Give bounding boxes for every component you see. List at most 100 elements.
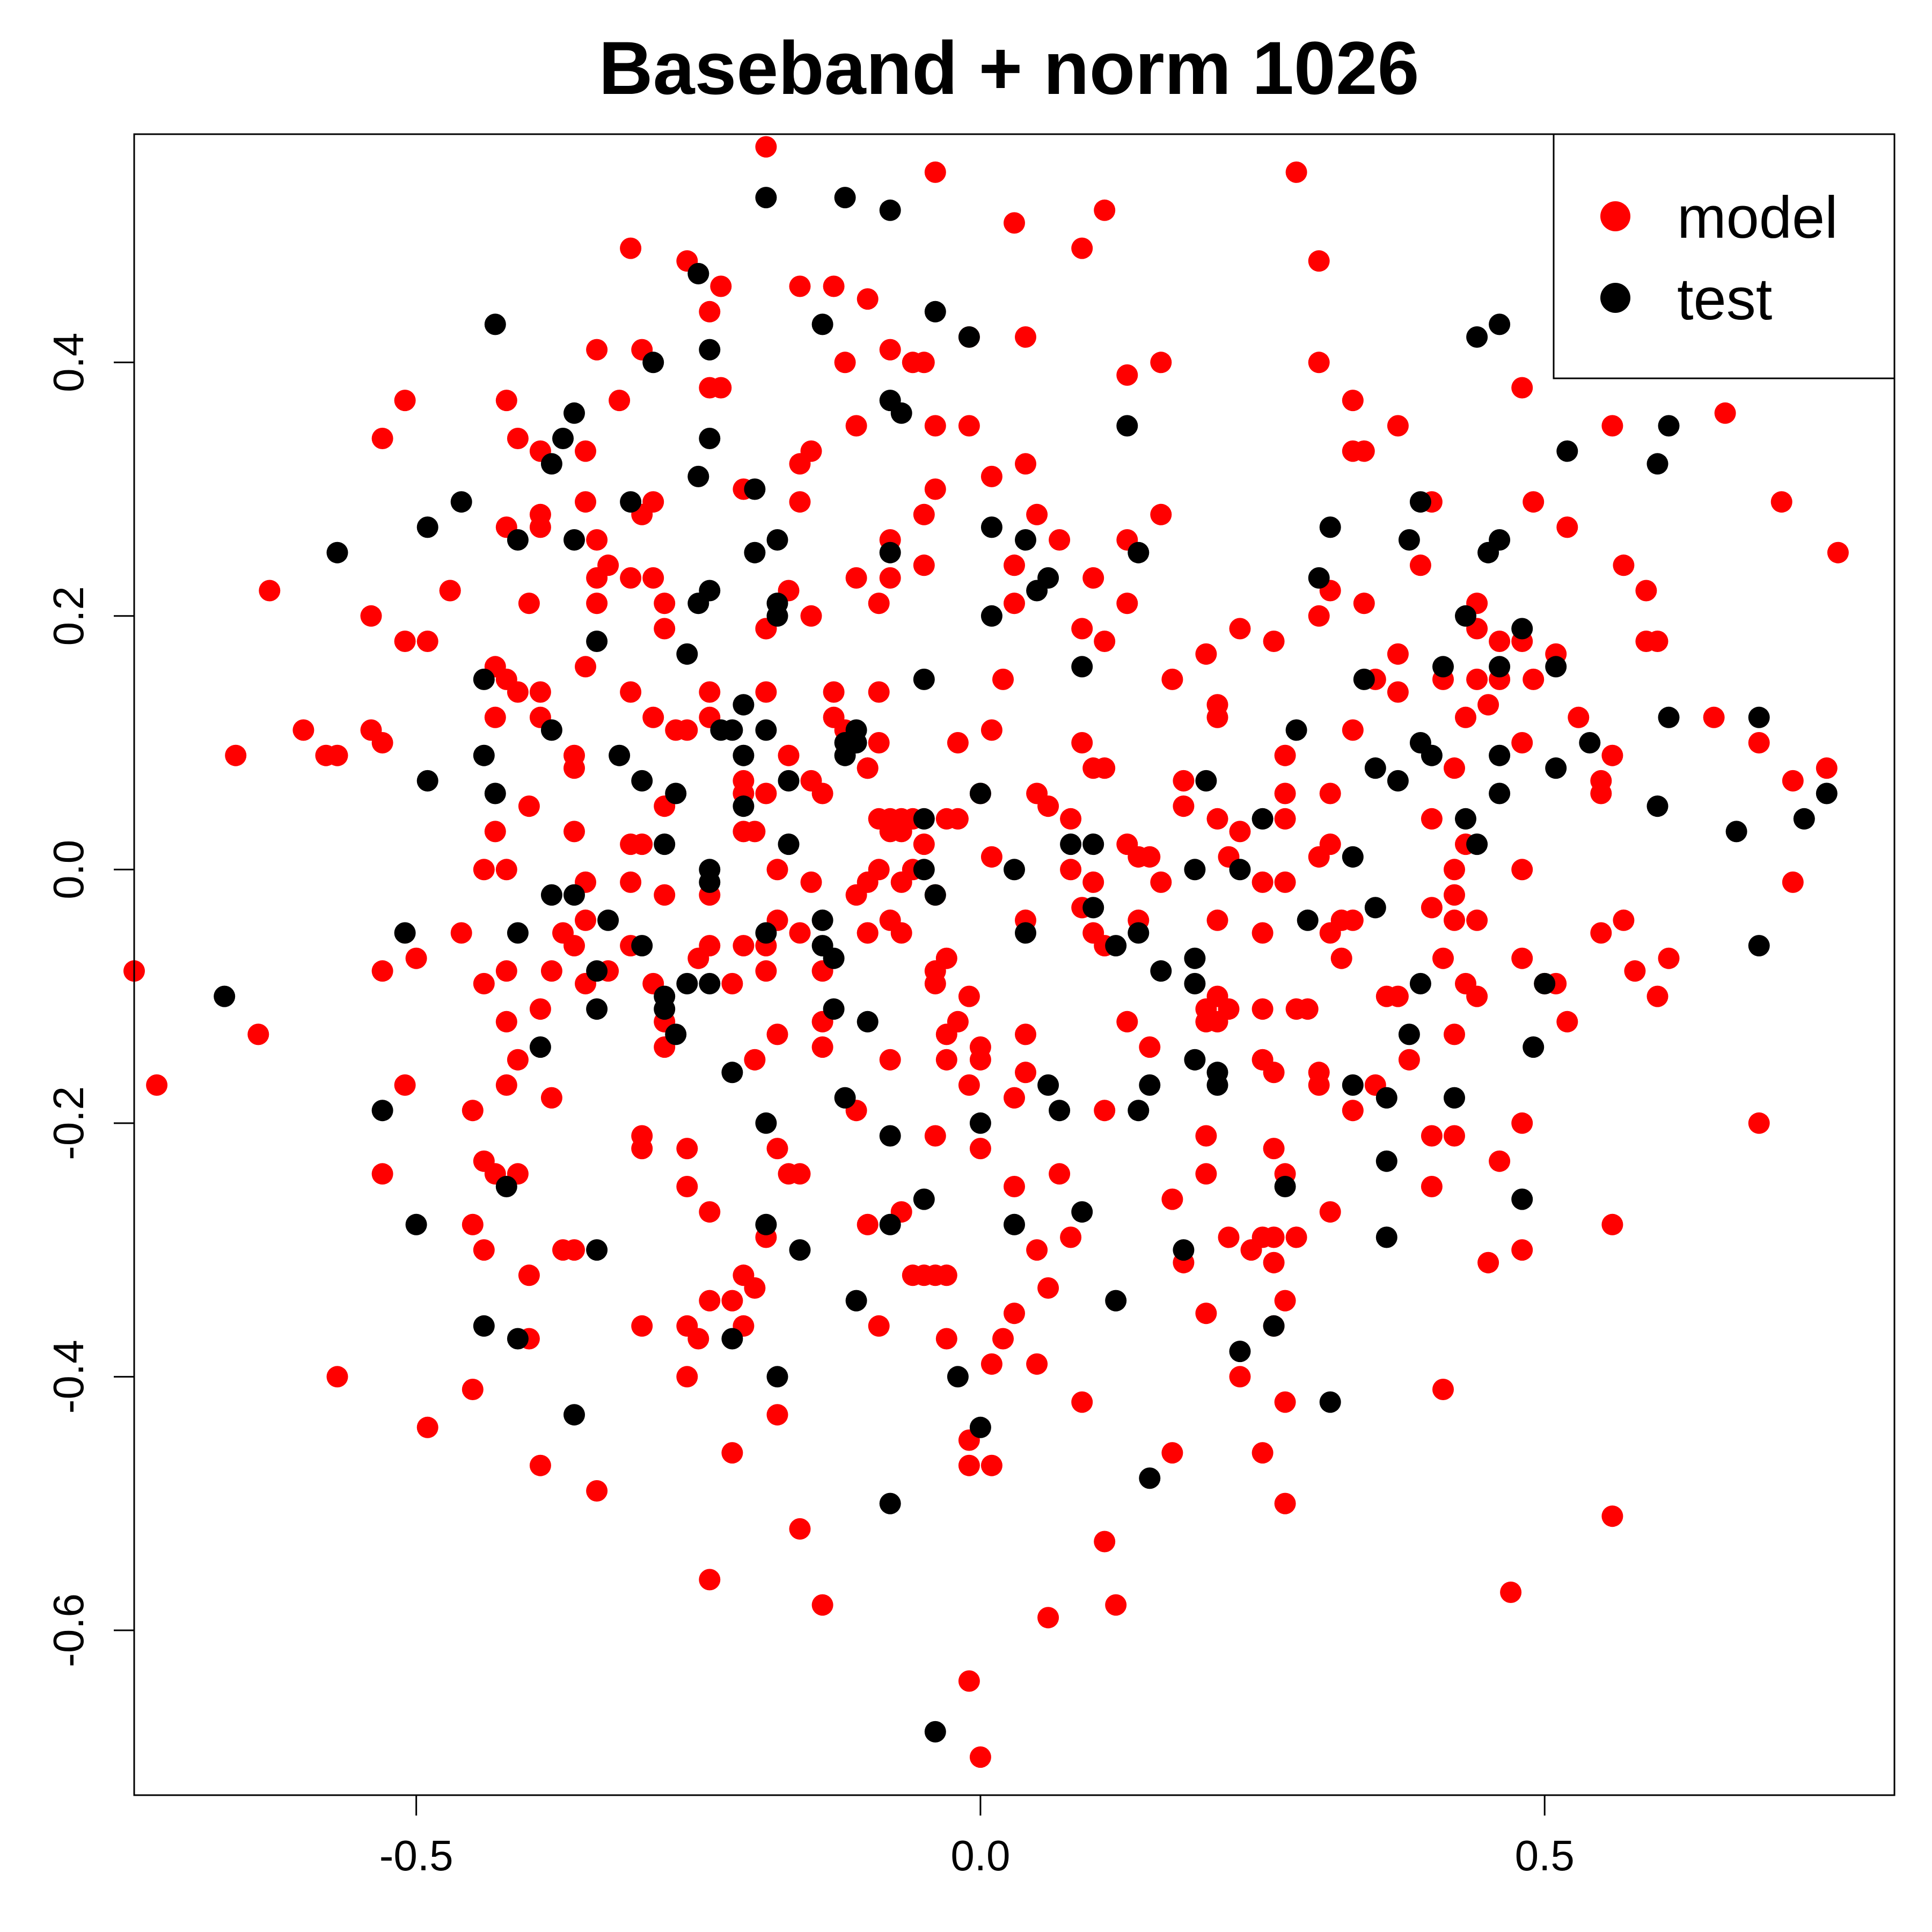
point-model xyxy=(913,503,935,525)
point-model xyxy=(609,390,631,412)
point-model xyxy=(766,1404,788,1426)
point-model xyxy=(146,1074,168,1096)
point-model xyxy=(1353,592,1375,614)
point-test xyxy=(1004,859,1025,881)
point-test xyxy=(699,339,721,361)
point-model xyxy=(1511,1239,1533,1261)
point-test xyxy=(778,770,800,792)
point-model xyxy=(890,871,912,893)
point-model xyxy=(766,859,788,881)
point-model xyxy=(1308,605,1330,627)
point-test xyxy=(1489,313,1511,335)
point-model xyxy=(654,592,676,614)
y-axis: -0.6 -0.4 -0.2 0.0 0.2 0.4 xyxy=(45,333,135,1667)
point-test xyxy=(1556,440,1578,462)
point-model xyxy=(1037,795,1059,817)
point-model xyxy=(1601,744,1623,766)
point-model xyxy=(1319,922,1341,944)
point-model xyxy=(676,1176,698,1197)
point-model xyxy=(721,1442,743,1464)
point-model xyxy=(1105,1594,1127,1616)
point-model xyxy=(1116,1011,1138,1033)
point-model xyxy=(575,656,596,678)
point-model xyxy=(699,301,721,323)
point-test xyxy=(654,998,676,1020)
point-model xyxy=(1703,706,1725,728)
point-model xyxy=(947,808,969,830)
point-test xyxy=(1206,1074,1228,1096)
point-model xyxy=(1026,1239,1048,1261)
point-model xyxy=(586,592,608,614)
point-model xyxy=(586,567,608,589)
point-model xyxy=(473,859,495,881)
point-model xyxy=(1082,757,1104,779)
point-test xyxy=(1364,757,1386,779)
point-test xyxy=(1308,567,1330,589)
point-model xyxy=(958,1074,980,1096)
point-model xyxy=(935,1328,957,1350)
point-model xyxy=(676,1366,698,1388)
point-test xyxy=(1545,757,1567,779)
point-model xyxy=(1195,643,1217,665)
point-model xyxy=(958,1670,980,1692)
point-test xyxy=(1342,1074,1364,1096)
point-model xyxy=(1455,706,1476,728)
point-model xyxy=(529,681,551,703)
point-model xyxy=(225,744,247,766)
point-model xyxy=(1387,643,1409,665)
point-model xyxy=(1229,821,1251,843)
point-test xyxy=(755,1112,777,1134)
point-test xyxy=(721,719,743,741)
point-model xyxy=(789,922,811,944)
point-model xyxy=(1432,947,1454,969)
point-model xyxy=(631,833,653,855)
point-test xyxy=(1511,1188,1533,1210)
point-test xyxy=(913,1188,935,1210)
point-model xyxy=(1613,554,1635,576)
point-model xyxy=(789,275,811,297)
point-test xyxy=(1375,1150,1397,1172)
point-model xyxy=(687,947,709,969)
point-model xyxy=(699,1290,721,1312)
point-test xyxy=(1274,1176,1296,1197)
point-model xyxy=(1026,503,1048,525)
point-model xyxy=(564,757,585,779)
point-model xyxy=(1466,985,1488,1007)
point-model xyxy=(586,1480,608,1502)
point-model xyxy=(394,631,416,652)
point-model xyxy=(789,453,811,475)
point-model xyxy=(1229,618,1251,640)
point-model xyxy=(1139,1036,1161,1058)
point-model xyxy=(1511,947,1533,969)
legend-marker-model xyxy=(1600,201,1630,231)
point-test xyxy=(980,516,1002,538)
point-model xyxy=(1827,541,1849,564)
point-model xyxy=(416,1416,438,1438)
point-model xyxy=(450,922,472,944)
point-model xyxy=(620,567,642,589)
point-test xyxy=(1184,947,1206,969)
legend-label-test: test xyxy=(1677,266,1772,332)
x-tick-label: -0.5 xyxy=(379,1832,453,1879)
point-test xyxy=(1466,833,1488,855)
point-model xyxy=(631,1315,653,1337)
point-model xyxy=(845,415,867,437)
point-test xyxy=(1297,909,1319,931)
point-test xyxy=(552,428,574,449)
point-model xyxy=(462,1213,484,1235)
point-test xyxy=(642,352,664,374)
point-model xyxy=(935,1264,957,1286)
point-test xyxy=(778,833,800,855)
point-model xyxy=(1071,237,1093,259)
point-model xyxy=(1274,1290,1296,1312)
point-model xyxy=(292,719,314,741)
point-model xyxy=(1071,1391,1093,1413)
point-model xyxy=(1308,846,1330,868)
point-model xyxy=(1421,808,1443,830)
point-model xyxy=(1387,681,1409,703)
point-model xyxy=(980,1353,1002,1375)
point-model xyxy=(473,972,495,994)
point-model xyxy=(1342,390,1364,412)
point-model xyxy=(1556,516,1578,538)
point-model xyxy=(868,681,890,703)
